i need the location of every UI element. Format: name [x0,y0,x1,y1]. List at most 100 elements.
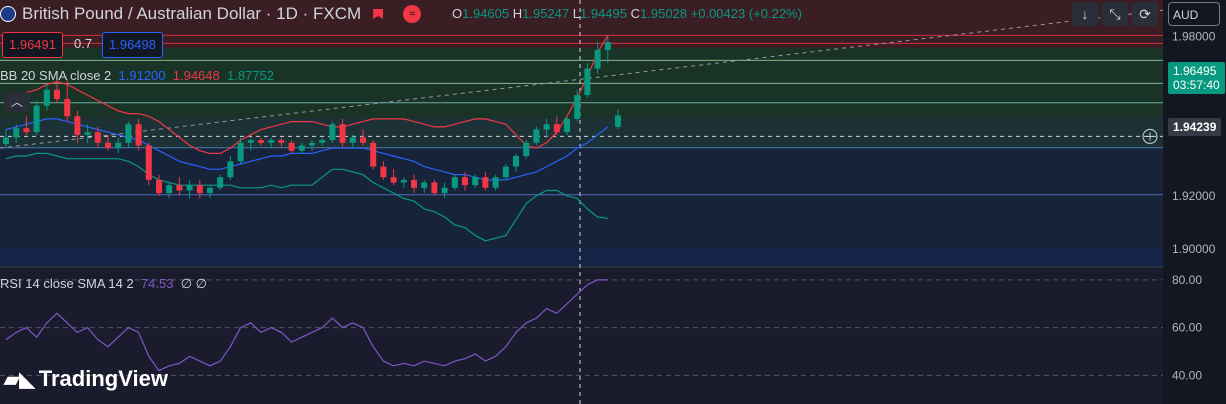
candle-body [227,161,234,178]
bb-lower-line [5,152,608,242]
candle-body [278,140,285,143]
zone-band-teal [0,118,1163,148]
candle-body [543,124,550,130]
currency-select[interactable]: AUD [1168,2,1220,26]
price-axis-tick-label: 1.98000 [1172,30,1216,44]
buy-price-box[interactable]: 1.96498 [102,32,163,58]
candle-body [43,89,50,106]
collapse-legend-button[interactable]: ︿ [4,92,30,112]
candle-body [176,185,183,191]
bb-lower-value: 1.87752 [226,68,274,83]
candle-body [574,95,581,119]
candle-body [533,129,540,143]
flag-marker-icon[interactable] [373,9,384,19]
candle-body [217,177,224,188]
zone-band-blue [0,148,1163,248]
candle-body [258,140,264,143]
zone-band-top [0,0,1163,48]
rsi-axis-tick-label: 60.00 [1172,321,1202,335]
symbol-title-text: British Pound / Australian Dollar · 1D ·… [22,4,362,23]
bb-basis-value: 1.91200 [118,68,166,83]
crosshair-price-label: 1.94239 [1168,118,1222,136]
brand-text: TradingView [38,366,168,391]
sell-price-box[interactable]: 1.96491 [2,32,63,58]
bb-basis-line [5,118,609,181]
candle-body [390,177,397,183]
candle-body [309,142,315,146]
close-key: C [630,6,641,21]
price-axis-tick-label: 1.90000 [1172,242,1216,256]
bb-upper-value: 1.94648 [172,68,220,83]
rsi-axis-tick-label: 40.00 [1172,368,1202,382]
bb-legend[interactable]: BB 20 SMA close 2 1.91200 1.94648 1.8775… [0,68,274,83]
candle-body [84,132,91,135]
rsi-band-value: ∅ [195,276,207,291]
candle-body [247,140,254,143]
refresh-icon: ⟳ [1139,6,1151,22]
candle-body [207,187,213,194]
currency-select-value: AUD [1173,8,1199,22]
scroll-down-button[interactable]: ↓ [1072,2,1098,26]
tradingview-logo[interactable]: ▰◣ TradingView [4,366,168,392]
bb-upper-line [5,35,609,154]
candle-body [298,145,305,151]
candle-body [135,124,142,146]
candle-body [564,118,570,133]
candle-body [431,182,438,194]
high-key: H [512,6,523,21]
candle-body [125,124,132,143]
candle-body [3,137,9,145]
expand-icon: ⤡ [1109,6,1121,22]
candle-body [94,132,101,143]
rsi-label: RSI 14 close SMA 14 2 [0,276,134,291]
candle-body [319,140,326,143]
candle-body [23,128,30,133]
fullscreen-button[interactable]: ⤡ [1102,2,1128,26]
bar-countdown: 03:57:40 [1173,78,1220,92]
candle-body [523,142,530,157]
candle-body [145,145,152,180]
candle-body [513,156,519,167]
ohlc-readout: O1.94605 H1.95247 L1.94495 C1.95028 +0.0… [452,6,802,21]
candle-body [380,166,387,178]
candle-body [441,187,448,194]
candle-body [349,137,356,143]
zone-band-navy [0,248,1163,266]
bb-label: BB 20 SMA close 2 [0,68,112,83]
symbol-title[interactable]: British Pound / Australian Dollar · 1D ·… [0,4,422,24]
price-axis-tick-label: 1.92000 [1172,189,1216,203]
candle-body [462,177,468,186]
candle-body [492,177,499,188]
open-key: O [452,6,463,21]
candle-body [370,142,377,167]
candle-body [421,182,428,188]
candle-body [615,115,621,127]
candle-body [13,128,20,138]
candle-body [584,68,591,96]
candle-body [237,142,244,162]
reset-chart-button[interactable]: ⟳ [1132,2,1158,26]
candle-body [33,105,40,133]
rsi-legend[interactable]: RSI 14 close SMA 14 2 74.53 ∅ ∅ [0,276,207,292]
spread-value: 0.7 [74,36,93,51]
candle-body [186,185,193,191]
low-value: 1.94495 [580,6,627,21]
candle-body [64,99,71,117]
candle-body [268,140,275,143]
candle-body [502,166,509,178]
candle-body [288,142,295,151]
arrow-down-icon: ↓ [1081,6,1089,22]
change-value: +0.00423 (+0.22%) [690,6,802,21]
trend-line [0,9,1164,149]
open-value: 1.94605 [462,6,510,21]
candle-body [339,124,346,143]
candle-body [594,49,601,69]
candle-body [451,177,458,188]
candle-body [156,179,162,194]
close-value: 1.95028 [640,6,688,21]
chevron-up-icon: ︿ [10,95,23,109]
candle-body [472,177,479,186]
candle-body [329,124,336,141]
market-status-icon[interactable]: ≈ [403,5,422,23]
